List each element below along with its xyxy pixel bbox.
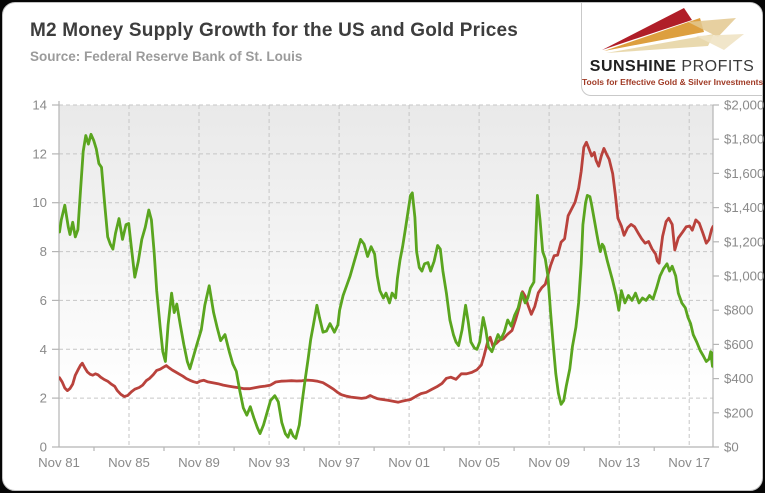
axes xyxy=(52,101,719,451)
x-tick-label: Nov 81 xyxy=(38,455,80,470)
gridlines xyxy=(59,104,713,447)
x-tick-label: Nov 85 xyxy=(108,455,150,470)
y-right-tick-label: $400 xyxy=(724,371,753,386)
y-left-tick-label: 6 xyxy=(40,293,47,308)
y-left-tick-label: 8 xyxy=(40,244,47,259)
y-right-tick-label: $0 xyxy=(724,440,739,455)
y-left-tick-label: 0 xyxy=(40,440,47,455)
logo-word-sunshine: SUNSHINE xyxy=(589,58,677,75)
page-title: M2 Money Supply Growth for the US and Go… xyxy=(30,20,519,41)
y-left-tick-label: 12 xyxy=(32,146,47,161)
source-caption: Source: Federal Reserve Bank of St. Loui… xyxy=(30,49,303,64)
y-right-tick-label: $200 xyxy=(724,405,753,420)
x-tick-label: Nov 01 xyxy=(388,455,430,470)
y-right-tick-label: $1,000 xyxy=(724,269,764,284)
sunshine-profits-logo: SUNSHINE PROFITS Tools for Effective Gol… xyxy=(581,3,764,96)
m2-growth-line xyxy=(59,132,713,440)
sunshine-rays-icon xyxy=(602,8,744,53)
logo-wordmark: SUNSHINE PROFITS xyxy=(582,58,762,76)
x-tick-label: Nov 97 xyxy=(318,455,360,470)
axis-tick-labels: 0 2 4 6 8 10 12 14 $0 $200 $400 $600 $800 $1,000 $1,20… xyxy=(32,98,764,471)
m2-gold-chart: 0 2 4 6 8 10 12 14 $0 $200 $400 $600 $800 $1,000 $1,20… xyxy=(32,98,764,471)
x-tick-label: Nov 09 xyxy=(528,455,570,470)
x-tick-label: Nov 93 xyxy=(248,455,290,470)
y-right-tick-label: $600 xyxy=(724,337,753,352)
x-tick-label: Nov 13 xyxy=(598,455,640,470)
y-right-tick-label: $1,600 xyxy=(724,166,764,181)
x-tick-label: Nov 17 xyxy=(668,455,710,470)
gold-price-line xyxy=(59,140,713,404)
y-right-tick-label: $2,000 xyxy=(724,98,764,113)
plot-background xyxy=(59,105,713,447)
x-tick-label: Nov 05 xyxy=(458,455,500,470)
y-left-tick-label: 10 xyxy=(32,195,47,210)
y-left-tick-label: 2 xyxy=(40,391,47,406)
y-right-tick-label: $800 xyxy=(724,303,753,318)
logo-tagline: Tools for Effective Gold & Silver Invest… xyxy=(582,77,764,87)
x-tick-label: Nov 89 xyxy=(178,455,220,470)
y-right-tick-label: $1,800 xyxy=(724,132,764,147)
y-right-tick-label: $1,200 xyxy=(724,234,764,249)
y-left-tick-label: 4 xyxy=(40,342,47,357)
y-left-tick-label: 14 xyxy=(32,98,47,113)
y-right-tick-label: $1,400 xyxy=(724,200,764,215)
logo-word-profits: PROFITS xyxy=(676,58,755,75)
